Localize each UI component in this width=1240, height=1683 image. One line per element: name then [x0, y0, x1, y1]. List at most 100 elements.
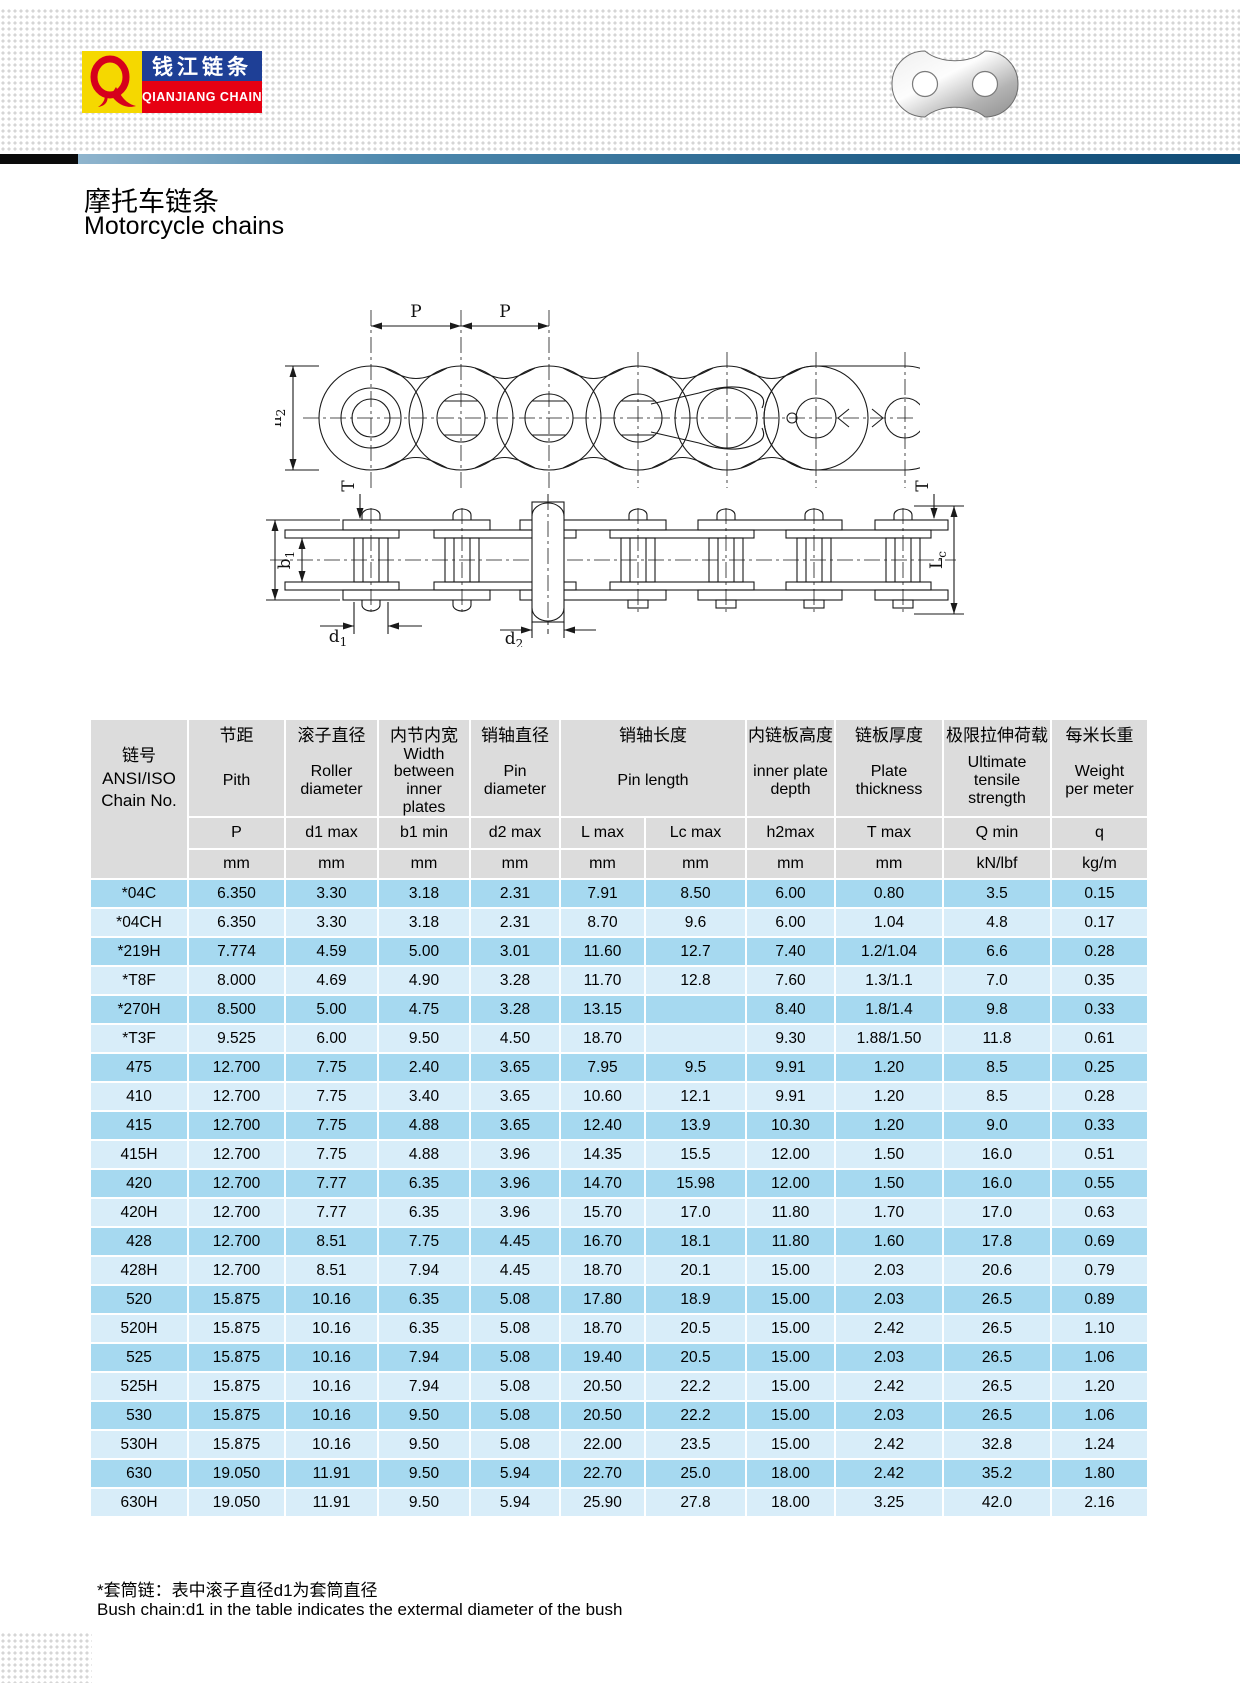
value-cell: 20.5	[644, 1342, 747, 1373]
value-cell: 0.33	[1050, 994, 1149, 1025]
chain-no-cell: 520	[89, 1284, 189, 1315]
value-cell: 16.0	[942, 1139, 1052, 1170]
value-cell: 12.700	[187, 1081, 286, 1112]
value-cell: 15.5	[644, 1139, 747, 1170]
value-cell: 6.350	[187, 907, 286, 938]
value-cell: 7.60	[745, 965, 836, 996]
value-cell: 18.1	[644, 1226, 747, 1257]
value-cell: 8.50	[644, 878, 747, 909]
value-cell: 3.65	[469, 1110, 561, 1141]
value-cell: 13.9	[644, 1110, 747, 1141]
value-cell: 3.30	[284, 907, 379, 938]
value-cell: 5.08	[469, 1429, 561, 1460]
value-cell: 7.94	[377, 1342, 471, 1373]
chain-no-cell: 525H	[89, 1371, 189, 1402]
top-view-diagram: b1 T T Lc d1 d2	[266, 480, 964, 647]
unit-cell: kN/lbf	[942, 848, 1052, 880]
value-cell: 5.94	[469, 1487, 561, 1518]
table-row: *04C 6.350 3.30 3.18 2.31 7.91 8.50 6.00 0.80 3.5…	[89, 878, 1149, 909]
value-cell: 9.5	[644, 1052, 747, 1083]
value-cell: 12.700	[187, 1197, 286, 1228]
value-cell: 14.35	[559, 1139, 646, 1170]
value-cell: 5.08	[469, 1400, 561, 1431]
value-cell: 15.70	[559, 1197, 646, 1228]
value-cell: 26.5	[942, 1284, 1052, 1315]
value-cell: 10.30	[745, 1110, 836, 1141]
header-row-groups: 链号 ANSI/ISO Chain No. 节距 Pith 滚子直径 Roller …	[89, 718, 1149, 880]
value-cell: 5.08	[469, 1284, 561, 1315]
value-cell: 26.5	[942, 1342, 1052, 1373]
value-cell: 7.75	[284, 1139, 379, 1170]
symbol-P: P	[187, 816, 286, 850]
value-cell: 11.91	[284, 1487, 379, 1518]
value-cell	[644, 994, 747, 1025]
value-cell: 7.75	[284, 1052, 379, 1083]
col-header-pin-length: 销轴长度 Pin length	[559, 718, 747, 818]
value-cell: 3.5	[942, 878, 1052, 909]
col-header-roller-diameter: 滚子直径 Roller diameter	[284, 718, 379, 818]
chain-no-cell: 420H	[89, 1197, 189, 1228]
table-row: 420H 12.700 7.77 6.35 3.96 15.70 17.0 11.80 1.70…	[89, 1197, 1149, 1228]
value-cell: 6.35	[377, 1197, 471, 1228]
table-row: 420 12.700 7.77 6.35 3.96 14.70 15.98 12.00 1.50…	[89, 1168, 1149, 1199]
value-cell: 11.80	[745, 1226, 836, 1257]
value-cell: 9.8	[942, 994, 1052, 1025]
value-cell: 10.16	[284, 1284, 379, 1315]
value-cell: 12.00	[745, 1139, 836, 1170]
chain-no-cell: 520H	[89, 1313, 189, 1344]
value-cell: 8.5	[942, 1052, 1052, 1083]
chain-no-cell: 530	[89, 1400, 189, 1431]
value-cell: 0.35	[1050, 965, 1149, 996]
dim-label-pitch-1: P	[410, 302, 421, 322]
value-cell: 0.25	[1050, 1052, 1149, 1083]
chain-no-cell: 415	[89, 1110, 189, 1141]
value-cell: 12.00	[745, 1168, 836, 1199]
chain-no-cell: 530H	[89, 1429, 189, 1460]
value-cell: 7.95	[559, 1052, 646, 1083]
value-cell: 2.03	[834, 1400, 944, 1431]
value-cell: 5.94	[469, 1458, 561, 1489]
value-cell: 12.40	[559, 1110, 646, 1141]
value-cell: 15.00	[745, 1400, 836, 1431]
value-cell: 7.0	[942, 965, 1052, 996]
value-cell: 1.20	[834, 1081, 944, 1112]
value-cell: 18.70	[559, 1255, 646, 1286]
unit-cell: mm	[284, 848, 379, 880]
value-cell: 7.75	[284, 1081, 379, 1112]
unit-cell: mm	[834, 848, 944, 880]
value-cell: 1.20	[834, 1110, 944, 1141]
value-cell: 12.700	[187, 1226, 286, 1257]
value-cell: 12.7	[644, 936, 747, 967]
value-cell: 0.63	[1050, 1197, 1149, 1228]
value-cell: 7.774	[187, 936, 286, 967]
table-row: 530H 15.875 10.16 9.50 5.08 22.00 23.5 15.00 2.4…	[89, 1429, 1149, 1460]
unit-cell: mm	[644, 848, 747, 880]
value-cell: 15.875	[187, 1342, 286, 1373]
footer-dot-pattern	[0, 1632, 92, 1683]
dim-label-b1: b1	[275, 551, 297, 570]
value-cell: 9.50	[377, 1400, 471, 1431]
value-cell: 7.91	[559, 878, 646, 909]
chain-no-cell: 475	[89, 1052, 189, 1083]
value-cell: 1.2/1.04	[834, 936, 944, 967]
table-row: 410 12.700 7.75 3.40 3.65 10.60 12.1 9.91 1.20 8.…	[89, 1081, 1149, 1112]
value-cell: 8.000	[187, 965, 286, 996]
value-cell: 20.1	[644, 1255, 747, 1286]
value-cell: 4.8	[942, 907, 1052, 938]
value-cell: 4.88	[377, 1110, 471, 1141]
chain-no-cell: *T8F	[89, 965, 189, 996]
value-cell: 8.51	[284, 1226, 379, 1257]
value-cell: 6.00	[745, 878, 836, 909]
value-cell: 5.08	[469, 1371, 561, 1402]
symbol-d2-max: d2 max	[469, 816, 561, 850]
value-cell: 0.89	[1050, 1284, 1149, 1315]
value-cell: 2.31	[469, 907, 561, 938]
value-cell: 1.10	[1050, 1313, 1149, 1344]
value-cell: 8.40	[745, 994, 836, 1025]
symbol-Q-min: Q min	[942, 816, 1052, 850]
chain-no-cell: 428H	[89, 1255, 189, 1286]
value-cell: 10.60	[559, 1081, 646, 1112]
value-cell: 9.30	[745, 1023, 836, 1054]
value-cell: 16.0	[942, 1168, 1052, 1199]
